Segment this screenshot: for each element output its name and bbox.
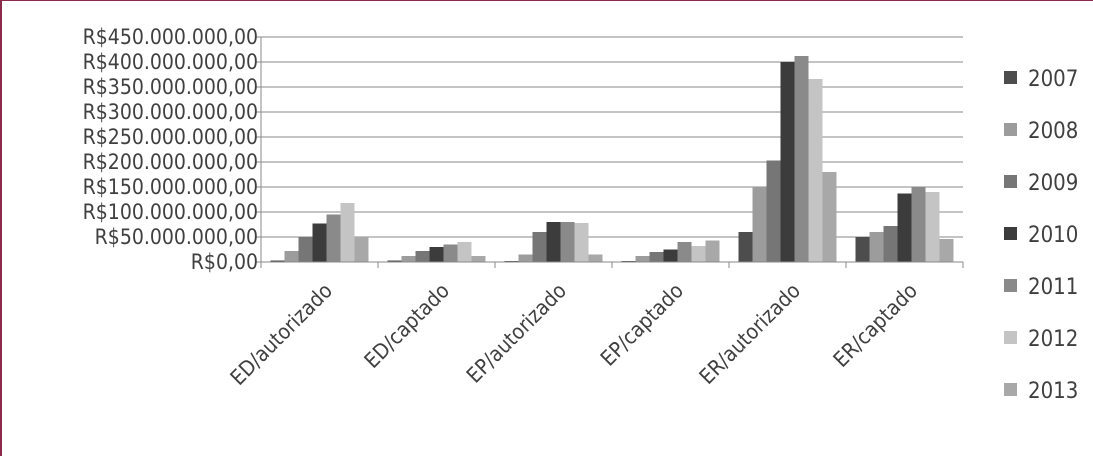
bar <box>532 232 547 262</box>
legend-swatch <box>1004 331 1017 344</box>
bar <box>691 246 706 262</box>
bar <box>794 56 809 262</box>
bar <box>401 256 416 262</box>
gridlines <box>261 36 963 238</box>
bar <box>298 237 313 262</box>
bar <box>340 203 355 262</box>
y-axis-tick-labels: R$0,00R$50.000.000,00R$100.000.000,00R$1… <box>83 25 261 274</box>
bar <box>925 192 940 262</box>
legend-label: 2012 <box>1028 327 1078 352</box>
y-tick-label: R$350.000.000,00 <box>83 75 258 99</box>
x-category-label: ER/captado <box>829 279 922 372</box>
legend-swatch <box>1004 383 1017 396</box>
y-tick-label: R$150.000.000,00 <box>83 175 258 199</box>
bar <box>822 172 837 262</box>
legend-label: 2010 <box>1028 223 1078 248</box>
legend: 2007 2008 2009 2010 2011 2012 2013 <box>1004 67 1078 404</box>
legend-label: 2013 <box>1028 379 1078 404</box>
y-tick-label: R$300.000.000,00 <box>83 100 258 124</box>
legend-item: 2007 <box>1004 67 1078 92</box>
bar <box>471 256 486 262</box>
legend-label: 2009 <box>1028 171 1078 196</box>
bar <box>270 260 285 262</box>
bar <box>457 242 472 262</box>
legend-label: 2008 <box>1028 119 1078 144</box>
legend-item: 2012 <box>1004 327 1078 352</box>
bar <box>663 249 678 262</box>
bar <box>560 222 575 262</box>
bar <box>415 251 430 262</box>
y-tick-label: R$250.000.000,00 <box>83 125 258 149</box>
bar <box>855 237 870 262</box>
legend-item: 2009 <box>1004 171 1078 196</box>
y-tick-label: R$400.000.000,00 <box>83 50 258 74</box>
bar <box>354 237 369 262</box>
bar <box>766 160 781 262</box>
x-category-label: ER/autorizado <box>695 279 805 389</box>
y-tick-label: R$200.000.000,00 <box>83 150 258 174</box>
bar <box>443 244 458 262</box>
bar <box>326 214 341 262</box>
legend-swatch <box>1004 71 1017 84</box>
bar <box>312 223 327 262</box>
bar <box>635 256 650 262</box>
bar <box>808 79 823 262</box>
y-tick-label: R$100.000.000,00 <box>83 200 258 224</box>
legend-swatch <box>1004 175 1017 188</box>
y-tick-label: R$0,00 <box>191 250 258 274</box>
y-tick-label: R$450.000.000,00 <box>83 25 258 49</box>
bar <box>869 232 884 262</box>
legend-item: 2011 <box>1004 275 1078 300</box>
bar <box>649 252 664 262</box>
bar <box>738 232 753 262</box>
bar <box>883 226 898 262</box>
bar <box>429 247 444 262</box>
legend-swatch <box>1004 123 1017 136</box>
bar <box>780 62 795 262</box>
bar <box>677 242 692 262</box>
x-category-label: ED/autorizado <box>226 279 337 390</box>
legend-item: 2013 <box>1004 379 1078 404</box>
bar <box>387 260 402 262</box>
x-axis-category-labels: ED/autorizado ED/captado EP/autorizado EP/c… <box>226 279 922 390</box>
legend-swatch <box>1004 227 1017 240</box>
bar <box>574 223 589 262</box>
legend-item: 2008 <box>1004 119 1078 144</box>
legend-label: 2007 <box>1028 67 1078 92</box>
y-tick-label: R$50.000.000,00 <box>95 225 258 249</box>
bar <box>546 222 561 262</box>
legend-item: 2010 <box>1004 223 1078 248</box>
x-category-label: EP/autorizado <box>462 279 571 388</box>
bar <box>705 240 720 262</box>
bar <box>939 239 954 262</box>
x-category-label: ED/captado <box>360 279 454 373</box>
legend-label: 2011 <box>1028 275 1078 300</box>
x-axis-ticks <box>260 262 964 268</box>
bar <box>588 254 603 262</box>
legend-swatch <box>1004 279 1017 292</box>
bar <box>911 187 926 262</box>
bar <box>518 254 533 262</box>
bars <box>270 56 954 262</box>
x-category-label: EP/captado <box>596 279 688 371</box>
bar <box>752 187 767 262</box>
bar <box>284 251 299 262</box>
bar <box>897 193 912 262</box>
